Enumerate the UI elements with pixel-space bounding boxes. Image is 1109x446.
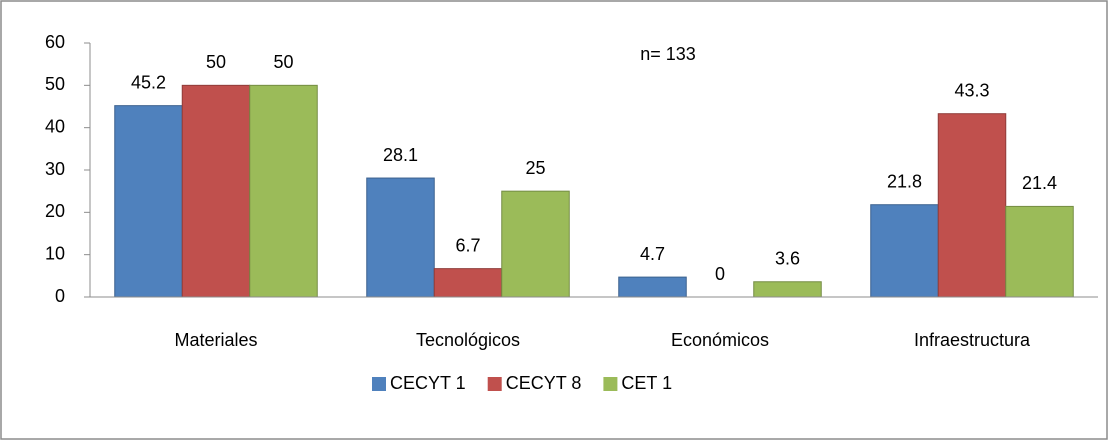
legend-swatch (487, 377, 502, 391)
value-label: 21.4 (1022, 173, 1057, 193)
value-label: 6.7 (455, 235, 480, 255)
y-tick-label: 60 (45, 32, 65, 52)
bar (433, 268, 503, 298)
bar (249, 84, 318, 298)
x-tick-label: Materiales (174, 330, 257, 350)
value-label: 25 (525, 158, 545, 178)
value-label: 28.1 (383, 145, 418, 165)
bar (753, 281, 822, 298)
value-label: 21.8 (887, 171, 922, 191)
y-tick-label: 0 (55, 286, 65, 306)
bar (114, 105, 183, 298)
bar (501, 190, 570, 298)
bar (366, 177, 435, 298)
bar (618, 276, 687, 298)
x-tick-label: Infraestructura (914, 330, 1031, 350)
value-label: 0 (715, 264, 725, 284)
legend-label: CECYT 1 (390, 373, 466, 393)
bar (937, 113, 1007, 298)
value-label: 50 (273, 52, 293, 72)
legend-label: CECYT 8 (506, 373, 582, 393)
value-label: 50 (206, 52, 226, 72)
y-tick-label: 10 (45, 243, 65, 263)
value-label: 3.6 (775, 249, 800, 269)
value-label: 45.2 (131, 72, 166, 92)
value-label: 4.7 (640, 244, 665, 264)
x-tick-label: Tecnológicos (416, 330, 520, 350)
y-tick-label: 40 (45, 116, 65, 136)
y-tick-label: 50 (45, 74, 65, 94)
bar (181, 84, 251, 298)
value-label: 43.3 (954, 80, 989, 100)
bar (1005, 205, 1074, 298)
x-tick-label: Económicos (671, 330, 769, 350)
y-tick-label: 20 (45, 201, 65, 221)
legend-swatch (603, 377, 618, 391)
annotation: n= 133 (640, 44, 696, 64)
legend-label: CET 1 (621, 373, 672, 393)
y-tick-label: 30 (45, 159, 65, 179)
legend-swatch (372, 377, 386, 391)
bar (870, 204, 939, 298)
